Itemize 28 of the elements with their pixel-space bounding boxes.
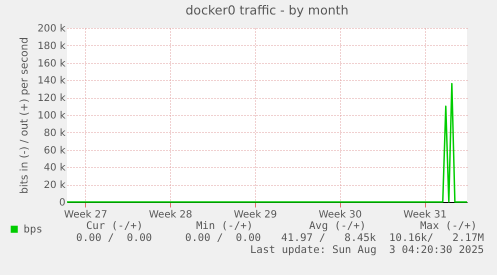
y-tick-label: 140 k — [37, 76, 66, 87]
chart-title: docker0 traffic - by month — [186, 2, 348, 18]
text: 10.16k/ 2.17M — [389, 232, 484, 244]
y-tick-label: 80 k — [44, 128, 66, 139]
x-tick-label: Week 27 — [64, 210, 108, 220]
y-tick-label: 0 — [59, 198, 66, 208]
y-tick-label: 20 k — [44, 180, 66, 192]
text: Min (-/+) — [196, 220, 253, 232]
y-tick-label: 200 k — [37, 24, 66, 34]
text: Max (-/+) — [420, 220, 477, 232]
y-tick-label: 160 k — [37, 58, 66, 70]
y-tick-label: 40 k — [44, 162, 66, 174]
y-axis-title: bits in (-) / out (+) per second — [18, 37, 30, 194]
text: 0.00 / 0.00 — [76, 232, 152, 244]
legend-label: bps — [24, 223, 42, 236]
y-tick-label: 60 k — [44, 145, 66, 156]
y-tick-label: 120 k — [37, 93, 66, 104]
x-tick-label: Week 31 — [403, 210, 447, 220]
text: Last update: Sun Aug 3 04:20:30 2025 — [250, 244, 484, 256]
y-tick-label: 100 k — [37, 110, 66, 122]
y-tick-label: 180 k — [37, 40, 66, 52]
text: Cur (-/+) — [86, 220, 143, 232]
text: 0.00 / 0.00 — [185, 232, 261, 244]
x-tick-label: Week 29 — [234, 210, 278, 220]
x-tick-label: Week 30 — [318, 210, 362, 220]
text: 41.97 / 8.45k — [281, 232, 376, 244]
x-tick-label: Week 28 — [148, 210, 192, 220]
text: Avg (-/+) — [309, 220, 366, 232]
